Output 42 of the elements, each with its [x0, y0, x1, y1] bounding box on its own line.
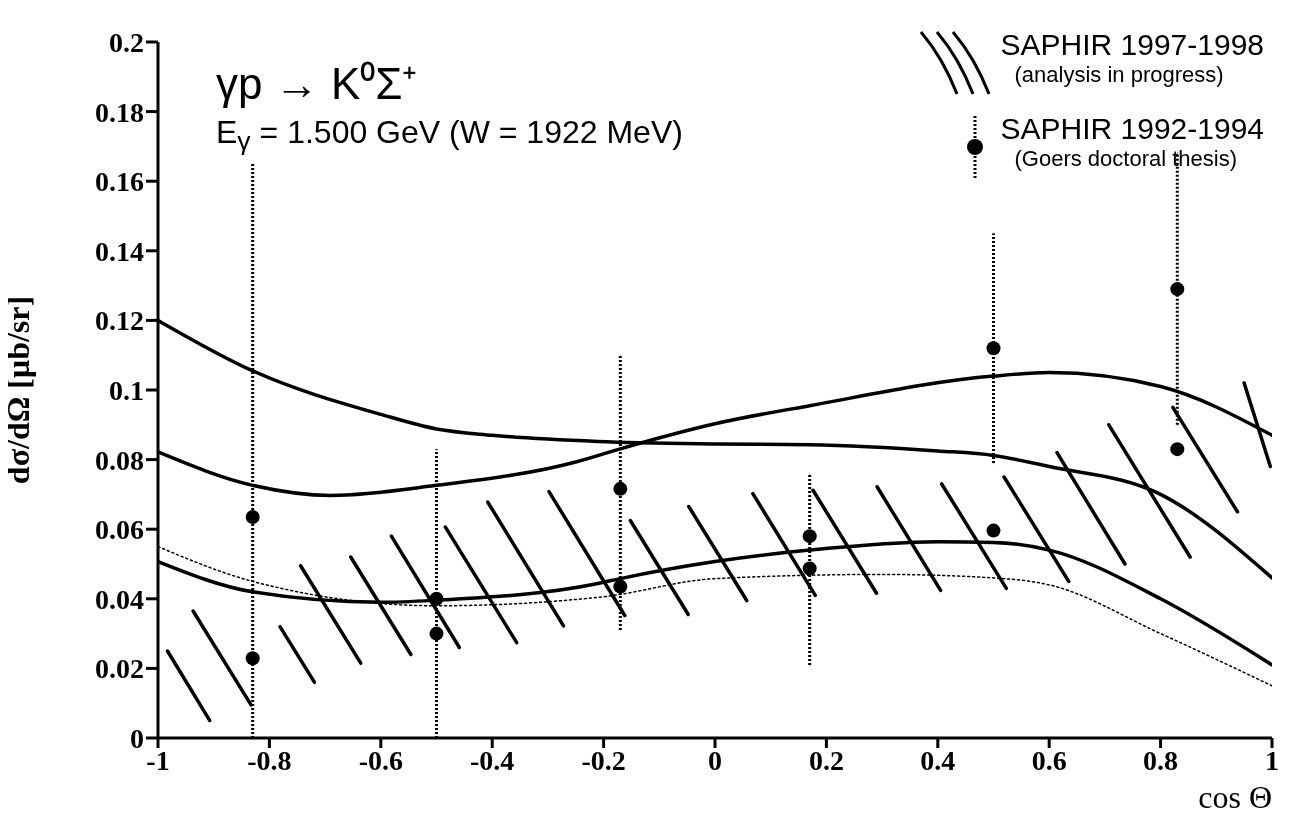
x-tick-label: -0.6 [358, 744, 403, 776]
chart-title: γp → K⁰Σ⁺ [216, 58, 418, 110]
x-tick-label: -1 [146, 744, 170, 776]
y-tick-label: 0 [130, 722, 144, 754]
y-tick-label: 0.06 [95, 514, 144, 546]
text: E$_{γ}$ = 1.500 GeV (W = 1922 MeV) [216, 114, 683, 158]
y-tick-label: 0.08 [95, 444, 144, 476]
legend-label: SAPHIR 1992-1994 [1000, 112, 1264, 146]
x-tick-label: -0.2 [581, 744, 626, 776]
y-tick-label: 0.12 [95, 305, 144, 337]
point [613, 481, 628, 496]
x-tick-label: 0.8 [1143, 744, 1179, 776]
x-tick-label: 0.2 [808, 744, 844, 776]
y-tick-label: 0.04 [95, 583, 144, 615]
point [1170, 442, 1185, 457]
y-tick-label: 0.18 [95, 96, 144, 128]
point [802, 561, 817, 576]
point [986, 523, 1001, 538]
x-tick-label: 0.4 [920, 744, 956, 776]
x-tick-label: 0 [708, 744, 722, 776]
y-tick-label: 0.16 [95, 166, 144, 198]
x-axis-title: cos Θ [1198, 779, 1272, 815]
point [986, 341, 1001, 356]
x-tick-label: -0.4 [470, 744, 515, 776]
point [613, 579, 628, 594]
y-tick-label: 0.14 [95, 235, 144, 267]
legend-label: SAPHIR 1997-1998 [1000, 28, 1264, 62]
point [802, 529, 817, 544]
y-tick-label: 0.02 [95, 653, 144, 685]
point [429, 626, 444, 641]
annotation: (Goers doctoral thesis) [1014, 146, 1239, 172]
point [1170, 282, 1185, 297]
y-tick-label: 0.1 [109, 374, 144, 406]
x-tick-label: 0.6 [1031, 744, 1067, 776]
y-tick-label: 0.2 [109, 26, 144, 58]
point [245, 651, 260, 666]
annotation: (analysis in progress) [1014, 62, 1225, 88]
point [245, 510, 260, 525]
x-tick-label: 1 [1265, 744, 1279, 776]
x-tick-label: -0.8 [247, 744, 292, 776]
y-axis-title: dσ/dΩ [μb/sr] [0, 295, 37, 485]
point [429, 591, 444, 606]
